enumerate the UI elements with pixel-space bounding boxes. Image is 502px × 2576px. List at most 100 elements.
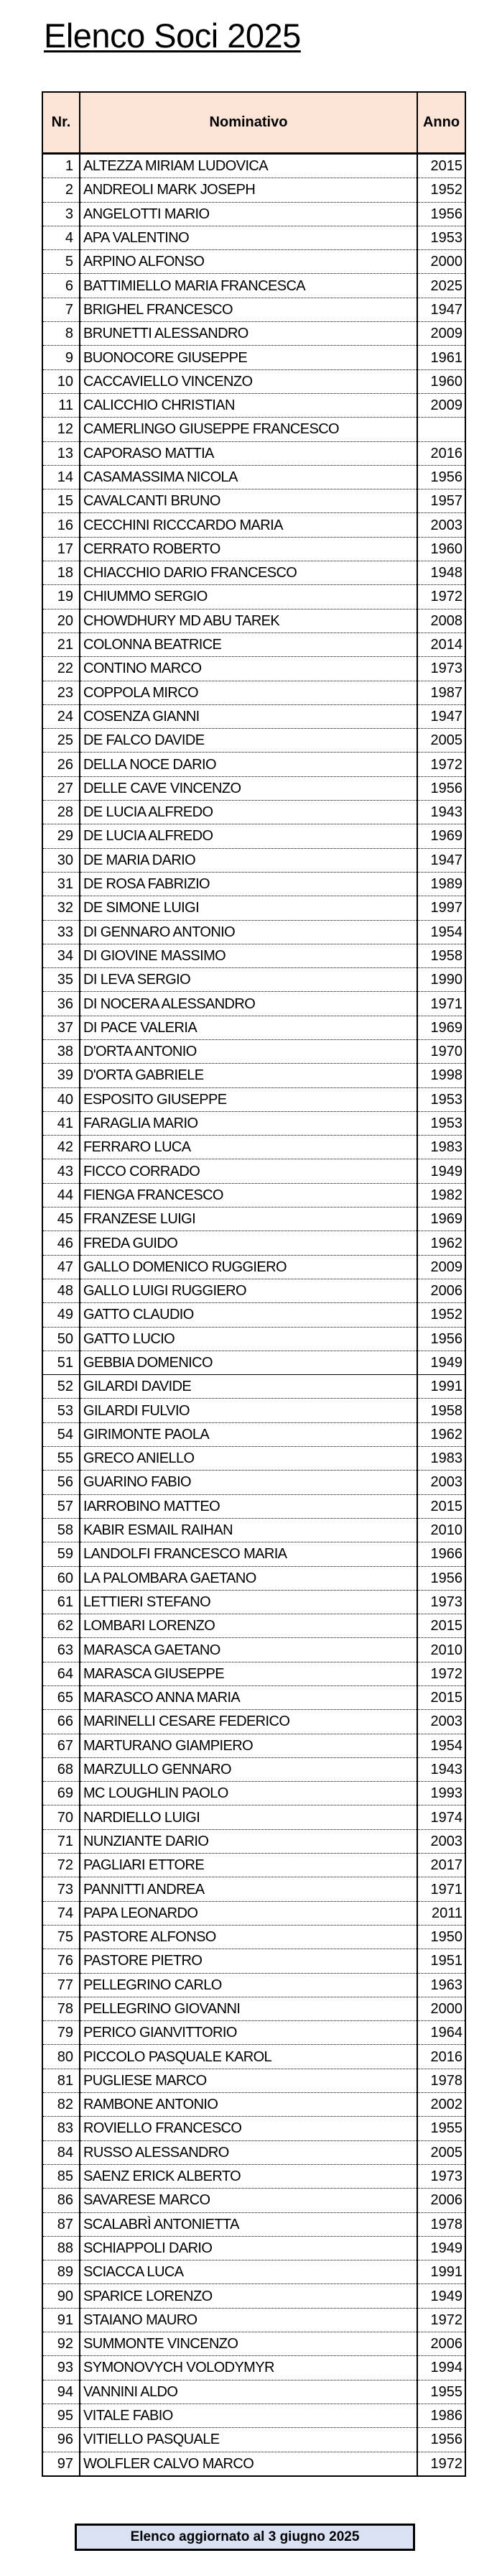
cell-number: 66 [42,1709,80,1734]
cell-name: CAMERLINGO GIUSEPPE FRANCESCO [80,417,418,442]
cell-name: DI GIOVINE MASSIMO [80,944,418,969]
cell-name: COPPOLA MIRCO [80,681,418,705]
table-row: 41 FARAGLIA MARIO 1953 [42,1111,465,1136]
table-row: 9 BUONOCORE GIUSEPPE 1961 [42,345,465,370]
cell-number: 6 [42,273,80,298]
cell-number: 89 [42,2260,80,2285]
table-row: 71 NUNZIANTE DARIO 2003 [42,1829,465,1854]
cell-name: NARDIELLO LUIGI [80,1805,418,1830]
cell-year: 1978 [417,2212,465,2237]
table-row: 13 CAPORASO MATTIA 2016 [42,441,465,466]
table-row: 94 VANNINI ALDO 1955 [42,2380,465,2404]
cell-number: 15 [42,489,80,514]
table-row: 85 SAENZ ERICK ALBERTO 1973 [42,2164,465,2189]
cell-number: 19 [42,584,80,610]
cell-year: 2000 [417,249,465,275]
cell-name: FREDA GUIDO [80,1230,418,1256]
cell-name: DELLA NOCE DARIO [80,752,418,777]
cell-number: 88 [42,2236,80,2261]
cell-year: 1971 [417,1877,465,1902]
cell-year: 1997 [417,896,465,921]
members-table: Nr. Nominativo Anno 1 ALTEZZA MIRIAM LUDO… [42,91,466,2477]
cell-year: 2000 [417,1997,465,2022]
cell-name: MC LOUGHLIN PAOLO [80,1781,418,1806]
cell-number: 26 [42,752,80,777]
cell-number: 83 [42,2116,80,2141]
table-row: 76 PASTORE PIETRO 1951 [42,1949,465,1974]
cell-name: PASTORE ALFONSO [80,1925,418,1950]
cell-year: 1994 [417,2355,465,2380]
cell-year: 1971 [417,991,465,1016]
cell-year: 2015 [417,153,465,179]
cell-number: 10 [42,369,80,394]
cell-year: 1998 [417,1063,465,1088]
cell-number: 77 [42,1973,80,1997]
cell-name: BRUNETTI ALESSANDRO [80,321,418,346]
cell-number: 58 [42,1518,80,1543]
table-row: 72 PAGLIARI ETTORE 2017 [42,1853,465,1878]
cell-name: PANNITTI ANDREA [80,1877,418,1902]
cell-year: 1972 [417,584,465,610]
cell-name: FIENGA FRANCESCO [80,1183,418,1208]
table-row: 38 D'ORTA ANTONIO 1970 [42,1039,465,1064]
cell-year: 1958 [417,1398,465,1423]
cell-year: 1970 [417,1039,465,1064]
cell-year: 2025 [417,273,465,298]
table-row: 55 GRECO ANIELLO 1983 [42,1446,465,1471]
cell-name: PASTORE PIETRO [80,1949,418,1974]
cell-year: 1989 [417,872,465,897]
cell-number: 45 [42,1207,80,1232]
cell-name: VANNINI ALDO [80,2380,418,2404]
cell-name: WOLFLER CALVO MARCO [80,2452,418,2477]
column-header-name: Nominativo [79,91,418,155]
cell-number: 31 [42,872,80,897]
cell-name: FICCO CORRADO [80,1159,418,1184]
cell-name: CHIACCHIO DARIO FRANCESCO [80,561,418,586]
cell-name: CHOWDHURY MD ABU TAREK [80,609,418,633]
table-row: 23 COPPOLA MIRCO 1987 [42,681,465,705]
table-row: 36 DI NOCERA ALESSANDRO 1971 [42,991,465,1016]
cell-name: KABIR ESMAIL RAIHAN [80,1518,418,1543]
cell-number: 67 [42,1734,80,1758]
cell-year: 1943 [417,1757,465,1782]
cell-number: 34 [42,944,80,969]
cell-year: 1949 [417,2283,465,2309]
cell-number: 95 [42,2404,80,2429]
table-row: 1 ALTEZZA MIRIAM LUDOVICA 2015 [42,153,465,179]
cell-name: MARTURANO GIAMPIERO [80,1734,418,1758]
cell-number: 40 [42,1087,80,1112]
table-row: 29 DE LUCIA ALFREDO 1969 [42,824,465,849]
cell-year: 1962 [417,1422,465,1448]
cell-name: CASAMASSIMA NICOLA [80,465,418,490]
cell-name: ARPINO ALFONSO [80,249,418,275]
table-row: 7 BRIGHEL FRANCESCO 1947 [42,298,465,323]
cell-number: 48 [42,1279,80,1304]
table-row: 57 IARROBINO MATTEO 2015 [42,1494,465,1519]
cell-name: GUARINO FABIO [80,1470,418,1495]
table-row: 54 GIRIMONTE PAOLA 1962 [42,1422,465,1448]
table-row: 3 ANGELOTTI MARIO 1956 [42,202,465,226]
cell-number: 61 [42,1590,80,1615]
cell-year: 1956 [417,2427,465,2452]
cell-name: ROVIELLO FRANCESCO [80,2116,418,2141]
column-header-year: Anno [417,91,466,155]
table-row: 77 PELLEGRINO CARLO 1963 [42,1973,465,1997]
cell-number: 8 [42,321,80,346]
cell-number: 12 [42,417,80,442]
cell-year: 1960 [417,537,465,562]
cell-number: 97 [42,2452,80,2477]
table-row: 69 MC LOUGHLIN PAOLO 1993 [42,1781,465,1806]
cell-year: 2002 [417,2092,465,2117]
cell-name: SAENZ ERICK ALBERTO [80,2164,418,2189]
cell-year: 1950 [417,1925,465,1950]
cell-number: 52 [42,1374,80,1399]
table-row: 8 BRUNETTI ALESSANDRO 2009 [42,321,465,346]
cell-number: 37 [42,1016,80,1040]
cell-number: 63 [42,1637,80,1662]
cell-number: 25 [42,728,80,753]
cell-year: 2015 [417,1494,465,1519]
cell-name: IARROBINO MATTEO [80,1494,418,1519]
cell-year: 1954 [417,1734,465,1758]
cell-year: 2008 [417,609,465,633]
cell-year: 2009 [417,321,465,346]
